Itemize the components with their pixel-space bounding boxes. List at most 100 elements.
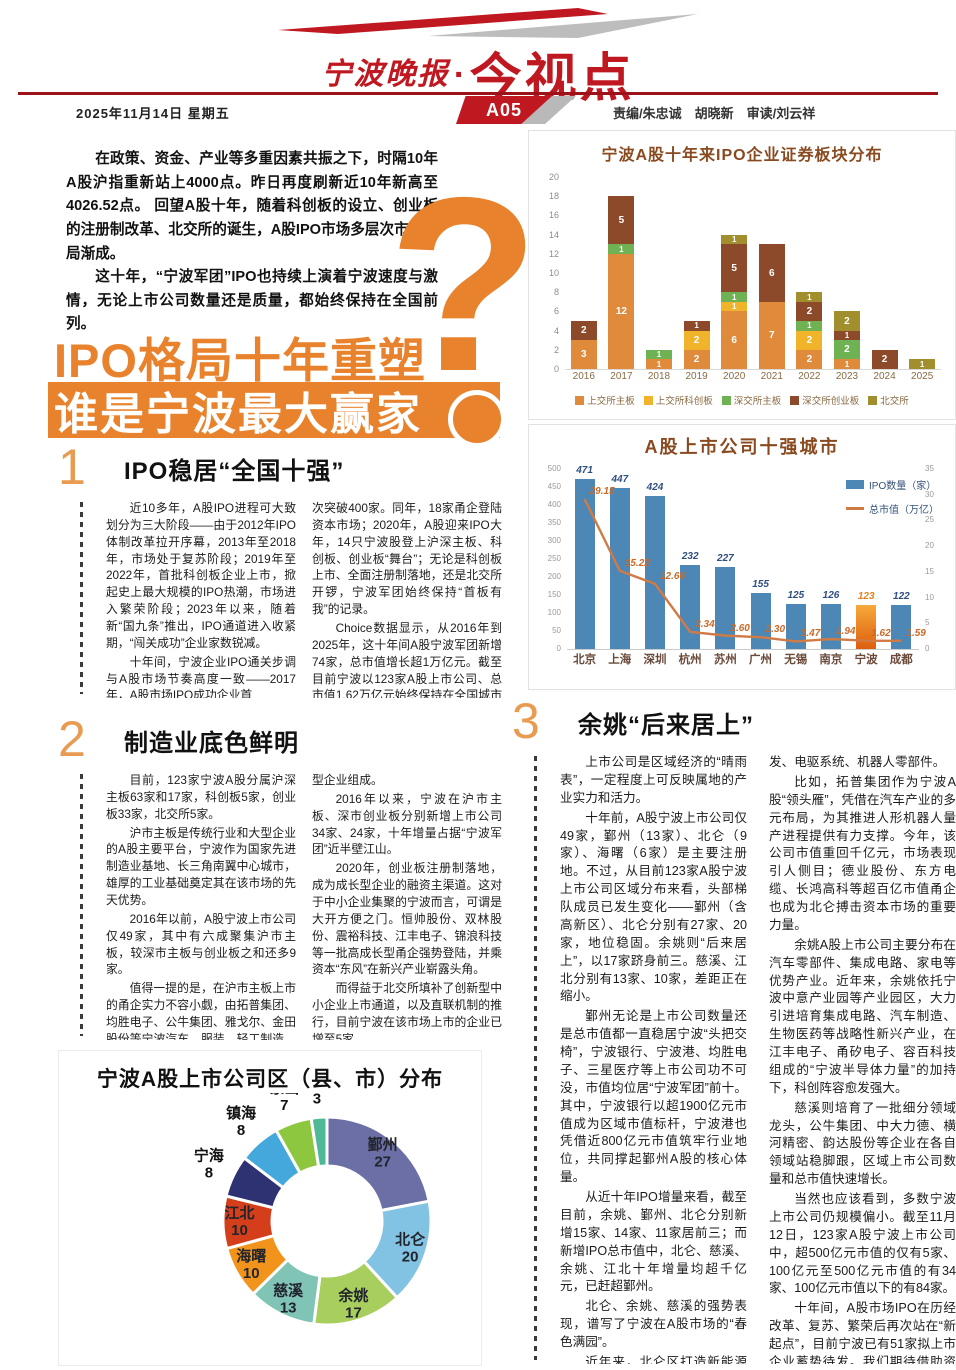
chart1-title: 宁波A股十年来IPO企业证券板块分布 [601,147,883,164]
paragraph: 沪市主板是传统行业和大型企业的A股主要平台，宁波作为国家先进制造业基地、长三角南… [106,825,296,908]
left-tick: 250 [547,554,561,563]
header-rule [18,92,938,95]
city-label: 深圳 [643,654,667,666]
logo-dot: · [453,56,466,94]
chart2-plot: 471 447 424 232 227 155 125 126 123 122 29.15 15.22… [567,465,926,650]
paragraph: 近年来，北仑区打造新能源汽车、机器人、电力设备“三板斧”，在传统产业、新兴产业可… [585,1354,747,1364]
chart2-legend: IPO数量（家） 总市值（万亿） [846,477,939,525]
bar-value-label: 227 [717,553,734,565]
left-tick: 0 [556,644,561,653]
paragraph: 2016年以前，A股宁波上市公司仅49家，其中有六成聚集沪市主板，较深市主板与创… [106,911,296,977]
city-label: 南京 [819,654,843,666]
chart1-plot: 3 2 12 1 5 1 1 2 2 1 6 1 1 5 1 7 6 2 2 1 2 1 1 2 1 2 2 1 [565,177,941,370]
y-tick: 6 [553,306,559,317]
paragraph: 比如，拓普集团作为宁波A股“领头雁”，凭借在汽车产业的多元布局，为其推进人形机器… [769,774,956,932]
line-value-label: 3.34 [695,618,715,630]
bar-value-label: 155 [752,579,769,591]
city-label: 无锡 [784,654,808,666]
editors-credit: 责编/朱忠诚 胡晓新 审读/刘云祥 [613,106,816,121]
y-tick: 2 [553,344,559,355]
legend-swatch [643,395,653,405]
bar-segment: 1 [683,321,710,331]
right-tick: 25 [925,515,934,525]
legend-item: 上交所科创板 [643,393,713,407]
section-1-column-1: 近10多年，A股IPO进程可大致划分为三大阶段——由于2012年IPO体制改革拉… [106,500,296,698]
line-value-label: 29.15 [589,486,615,498]
paragraph: 十年间，宁波企业IPO通关步调与A股市场节奏高度一致——2017年，A股市场IP… [106,654,296,698]
line-value-label: 2.60 [730,622,750,634]
city-label: 广州 [749,654,773,666]
right-tick: 10 [925,592,934,602]
donut-label: 鄞州 27 [368,1135,398,1170]
y-tick: 16 [548,210,559,221]
paragraph: 次突破400家。同年，18家甬企登陆资本市场；2020年，A股迎来IPO大年，1… [312,501,502,617]
bar-segment: 1 [721,301,748,312]
legend-item: IPO数量（家） [846,477,939,492]
left-tick: 200 [547,572,561,581]
masthead-swoosh-decoration [278,8,698,38]
x-tick: 2025 [911,371,934,382]
city-bar [821,603,841,649]
section-2: 2 制造业底色鲜明 目前，123家宁波A股分属沪深主板63家和17家，科创板5家… [58,710,504,1046]
y-tick: 12 [548,248,559,259]
left-tick: 450 [547,482,561,491]
bar-segment: 1 [608,244,635,254]
line-value-label: 12.66 [660,570,686,582]
x-tick: 2022 [798,371,821,382]
donut-label: 象山7 [269,1093,299,1114]
section-2-title: 制造业底色鲜明 [124,730,299,757]
city-label: 宁波 [854,654,878,666]
left-tick: 350 [547,518,561,527]
chart2-left-axis: 0 50 100 150 200 250 300 350 400 450 500 [537,464,563,653]
chart1-legend: 上交所主板 上交所科创板 深交所主板 深交所创业板 北交所 [529,393,955,407]
paragraph: 上市公司是区域经济的“晴雨表”，一定程度上可反映属地的产业实力和活力。 [560,755,747,805]
line-value-label: 1.59 [906,627,926,639]
bar-segment: 1 [721,234,748,245]
y-tick: 10 [548,268,559,278]
left-tick: 100 [547,608,561,617]
city-bar [785,604,806,649]
question-mark-dot [448,390,506,448]
paragraph: 北仑、余姚、慈溪的强势表现，谱写了宁波在A股市场的“春色满园”。 [560,1299,747,1349]
section-3-title: 余姚“后来居上” [578,712,754,739]
bar-segment: 7 [758,301,785,369]
x-tick: 2024 [873,371,896,382]
legend-item: 总市值（万亿） [846,501,939,516]
bar-segment: 1 [796,292,823,302]
x-tick: 2016 [572,371,595,382]
page-number-badge: A05 [456,96,576,126]
city-label: 成都 [889,654,913,666]
chart-district-distribution: 宁波A股上市公司区（县、市）分布 鄞州 27 北仑 20 余姚 17 慈溪 13 海曙 10 江北 1… [58,1050,482,1366]
date-text: 2025年11月14日 星期五 [76,106,230,121]
right-tick: 30 [925,489,934,499]
x-tick: 2018 [647,371,671,382]
chart1-x-axis: 2016 2017 2018 2019 2020 2021 2022 2023 2024 2025 [565,371,941,382]
section-3: 3 余姚“后来居上” 上市公司是区域经济的“晴雨表”，一定程度上可反映属地的产业… [512,692,956,1368]
donut-label: 镇海 8 [226,1104,256,1139]
right-tick: 5 [925,618,930,628]
donut-label: 宁海 8 [194,1146,224,1181]
legend-item: 北交所 [868,393,909,407]
city-label: 苏州 [713,654,737,666]
line-value-label: 2.30 [765,624,786,636]
donut-label: 慈溪 13 [273,1281,304,1316]
paragraph: 目前，123家宁波A股分属沪深主板63家和17家，科创板5家，创业板33家，北交… [106,773,296,821]
line-value-label: 1.47 [800,628,821,640]
city-bar [891,605,912,649]
legend-swatch [846,507,864,510]
dateline: 2025年11月14日 星期五 A05 责编/朱忠诚 胡晓新 审读/刘云祥 [18,96,938,126]
legend-swatch [846,480,864,489]
bar-segment: 6 [758,244,785,302]
stacked-bar: 2 [871,349,898,369]
bar-value-label: 471 [576,465,593,477]
line-value-label: 15.22 [624,557,650,569]
headline-line2: 谁是宁波最大赢家 [54,390,422,439]
section-2-number: 2 [58,711,86,767]
paragraph: 当然也应该看到，多数宁波上市公司仍规模偏小。截至11月12日，123家A股宁波上… [769,1192,956,1296]
paragraph: 从近十年IPO增量来看，截至目前，余姚、鄞州、北仑分别新增15家、14家、11家… [560,1190,747,1294]
